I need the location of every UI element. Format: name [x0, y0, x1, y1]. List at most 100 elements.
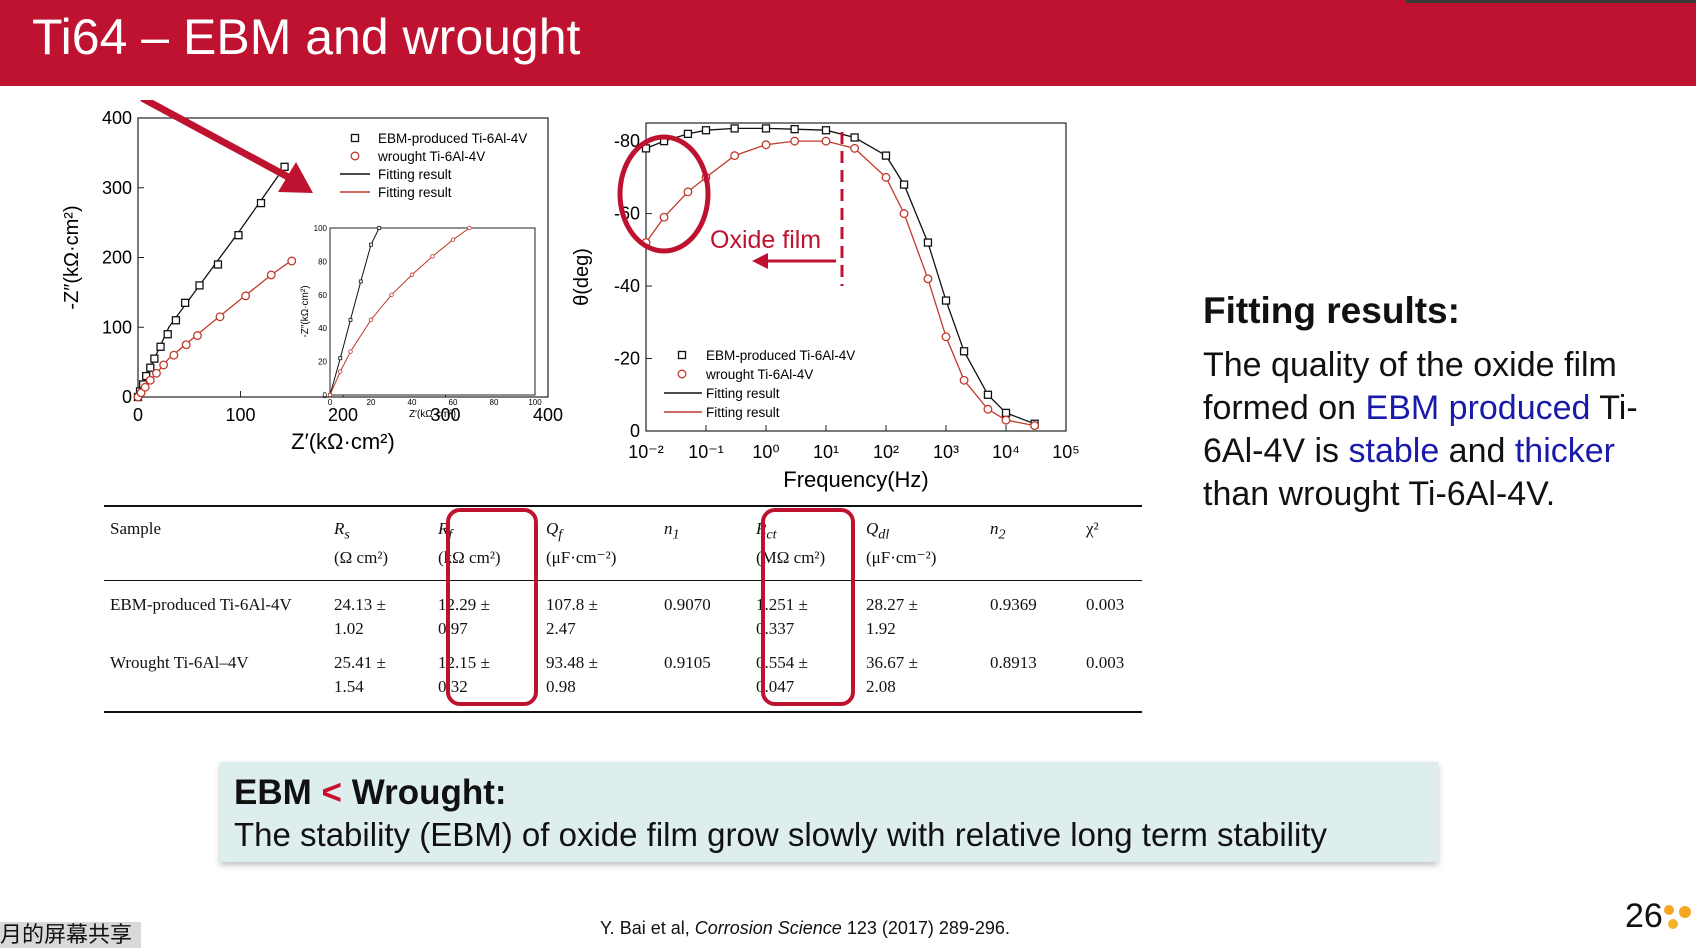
legend-marker [677, 369, 687, 379]
cell-error: 0.047 [756, 677, 795, 697]
data-point-ebm [171, 316, 181, 325]
data-point-ebm [213, 260, 223, 269]
title-bar: Ti64 – EBM and wrought [0, 0, 1696, 86]
data-point-wrought [140, 382, 150, 392]
inset-fit-ebm [329, 227, 380, 396]
inset-x-axis-label: Z′(kΩ·cm²) [409, 409, 456, 420]
inset-frame [329, 227, 536, 396]
col-header-qf: Qf (μF·cm⁻²) [540, 506, 658, 581]
fitting-results-heading: Fitting results: [1203, 290, 1460, 331]
col-header-qdl: Qdl (μF·cm⁻²) [860, 506, 984, 581]
conclusion-operator: < [321, 773, 342, 812]
cell-error: 1.54 [334, 677, 364, 697]
cell-error: 0.337 [756, 619, 795, 639]
y-axis-label: θ(deg) [571, 248, 593, 306]
header-label: Rf [438, 519, 453, 543]
inset-point-ebm [338, 356, 343, 361]
data-point-ebm [923, 238, 933, 247]
cell-rct: 1.251 ± 0.337 [750, 581, 860, 642]
data-point-ebm [150, 354, 159, 363]
data-point-ebm [280, 162, 289, 171]
y-tick-label: 0 [122, 387, 132, 407]
col-header-chi2: χ² [1080, 506, 1142, 581]
cell-rs: 25.41 ± 1.54 [328, 641, 432, 712]
data-point-wrought [850, 143, 860, 153]
fitting-results-note: Fitting results: The quality of the oxid… [1203, 290, 1683, 516]
text-run: and [1439, 432, 1515, 470]
data-point-ebm [899, 180, 909, 189]
x-tick-label: 10⁵ [1052, 442, 1079, 462]
inset-y-tick-label: 0 [323, 391, 328, 400]
cell-value: 1.251 ± [756, 595, 808, 615]
oxide-arrow-head-icon [752, 253, 768, 269]
cell-value: 107.8 ± [546, 595, 598, 615]
logo-dots-icon [1664, 905, 1691, 929]
conclusion-right: Wrought: [351, 773, 507, 812]
legend-label: wrought Ti-6Al-4V [705, 367, 813, 382]
conclusion-heading: EBM < Wrought: [234, 772, 1424, 814]
cell-error: 1.02 [334, 619, 364, 639]
data-point-ebm [941, 296, 951, 305]
fitting-results-body: The quality of the oxide film formed on … [1203, 344, 1683, 516]
inset-point-wrought [450, 237, 456, 242]
legend-label: EBM-produced Ti-6Al-4V [378, 131, 527, 146]
x-tick-label: 10¹ [813, 442, 839, 462]
inset-x-tick-label: 100 [528, 398, 542, 407]
header-unit: (kΩ cm²) [438, 548, 501, 568]
y-tick-label: -40 [614, 276, 640, 296]
inset-point-wrought [327, 392, 333, 398]
table-header-row: Sample Rs (Ω cm²) Rf (kΩ cm²) Qf (μF·cm⁻²) … [104, 506, 1142, 581]
data-point-ebm [146, 363, 155, 372]
oxide-film-label: Oxide film [710, 226, 821, 254]
data-point-ebm [821, 126, 831, 135]
header-label: χ² [1086, 519, 1099, 538]
fit-line-wrought [645, 140, 1035, 427]
data-point-wrought [923, 274, 933, 284]
data-point-ebm [234, 231, 243, 240]
inset-point-ebm [369, 242, 373, 247]
col-header-n2: n2 [984, 506, 1080, 581]
cell-n2: 0.9369 [990, 595, 1037, 615]
bode-phase-chart: 10⁻² 10⁻¹ 10⁰ 10¹ 10² 10³ 10⁴ 10⁵0-20-40-60-80F… [571, 122, 1080, 492]
y-tick-label: -20 [614, 349, 640, 369]
plot-frame [645, 122, 1067, 432]
data-point-ebm [730, 124, 739, 133]
text-run: Ti-6Al-4V is [1203, 389, 1638, 470]
legend-label: Fitting result [706, 405, 780, 420]
cell-sample: Wrought Ti-6Al–4V [110, 653, 249, 673]
inset-point-wrought [348, 349, 353, 354]
cell-rf: 12.29 ± 0.97 [432, 581, 540, 642]
page-number: 26 [1625, 897, 1663, 935]
citation-journal: Corrosion Science [694, 918, 842, 938]
data-point-ebm [701, 126, 711, 135]
x-tick-label: 10⁻² [628, 442, 664, 462]
cell-error: 0.32 [438, 677, 468, 697]
text-run: than wrought Ti-6Al-4V. [1203, 475, 1556, 513]
screen-share-banner[interactable]: 月的屏幕共享 [0, 922, 141, 948]
cell-rct: 0.554 ± 0.047 [750, 641, 860, 712]
x-tick-label: 10⁴ [992, 442, 1020, 462]
legend-marker [350, 151, 360, 161]
header-unit: (MΩ cm²) [756, 548, 826, 568]
inset-point-ebm [348, 317, 353, 322]
x-tick-label: 10² [873, 442, 899, 462]
cell-value: 36.67 ± [866, 653, 918, 673]
legend-marker [350, 133, 360, 143]
conclusion-left: EBM [234, 773, 312, 812]
inset-point-ebm [358, 279, 363, 284]
data-point-wrought [181, 340, 191, 350]
col-header-n1: n1 [658, 506, 750, 581]
header-unit: (Ω cm²) [334, 548, 389, 568]
data-point-wrought [899, 209, 909, 219]
window-tab-strip [1406, 0, 1696, 3]
fitting-table: Sample Rs (Ω cm²) Rf (kΩ cm²) Qf (μF·cm⁻²) … [104, 505, 1142, 713]
highlight-text: EBM produced [1365, 389, 1591, 427]
citation-authors: Y. Bai et al, [600, 918, 695, 938]
y-tick-label: 400 [102, 108, 132, 128]
x-tick-label: 10⁻¹ [688, 442, 724, 462]
highlight-text: thicker [1514, 432, 1615, 470]
x-tick-label: 10³ [933, 442, 959, 462]
data-point-ebm [641, 144, 651, 153]
header-label: n1 [664, 519, 680, 543]
data-point-wrought [821, 136, 831, 146]
